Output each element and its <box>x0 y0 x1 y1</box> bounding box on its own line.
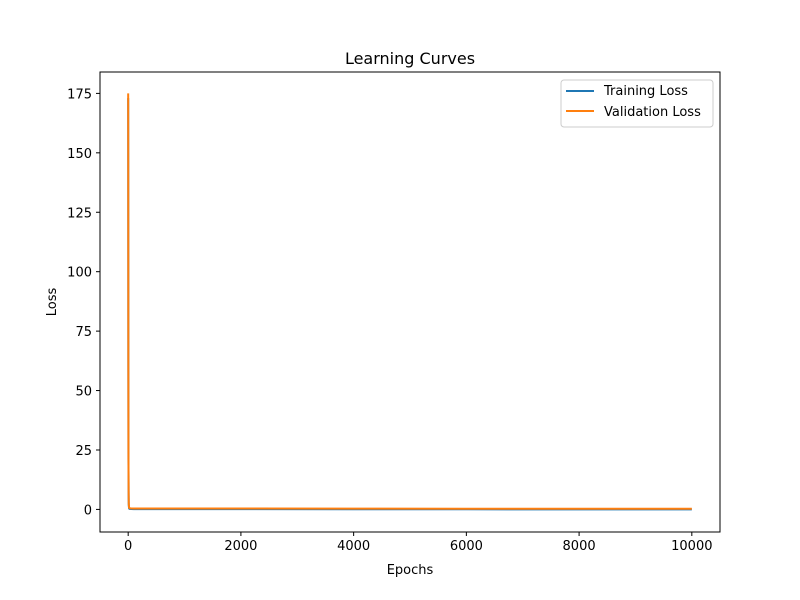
x-tick-label: 8000 <box>563 539 596 554</box>
y-tick-label: 150 <box>67 147 92 162</box>
plot-frame <box>99 71 721 533</box>
x-tick-label: 0 <box>124 539 132 554</box>
chart-title: Learning Curves <box>345 49 475 68</box>
y-axis-label: Loss <box>45 288 60 317</box>
y-tick-label: 100 <box>67 266 92 281</box>
x-tick-label: 6000 <box>450 539 483 554</box>
legend-label-validation: Validation Loss <box>604 105 701 120</box>
y-tick-label: 175 <box>67 87 92 102</box>
y-axis: 0 25 50 75 100 125 150 175 <box>67 87 100 518</box>
x-tick-label: 2000 <box>224 539 257 554</box>
legend-label-training: Training Loss <box>603 84 688 99</box>
legend: Training Loss Validation Loss <box>560 79 714 128</box>
x-tick-label: 10000 <box>671 539 712 554</box>
series-line-validation-loss <box>127 93 692 510</box>
x-tick-label: 4000 <box>337 539 370 554</box>
x-axis: 0 2000 4000 6000 8000 10000 <box>124 532 712 554</box>
y-tick-label: 25 <box>75 444 92 459</box>
y-tick-label: 50 <box>75 385 92 400</box>
legend-box <box>560 79 714 128</box>
series-layer <box>127 93 692 511</box>
x-axis-label: Epochs <box>387 563 434 578</box>
y-tick-label: 125 <box>67 206 92 221</box>
y-tick-label: 75 <box>75 325 92 340</box>
y-tick-label: 0 <box>84 503 92 518</box>
